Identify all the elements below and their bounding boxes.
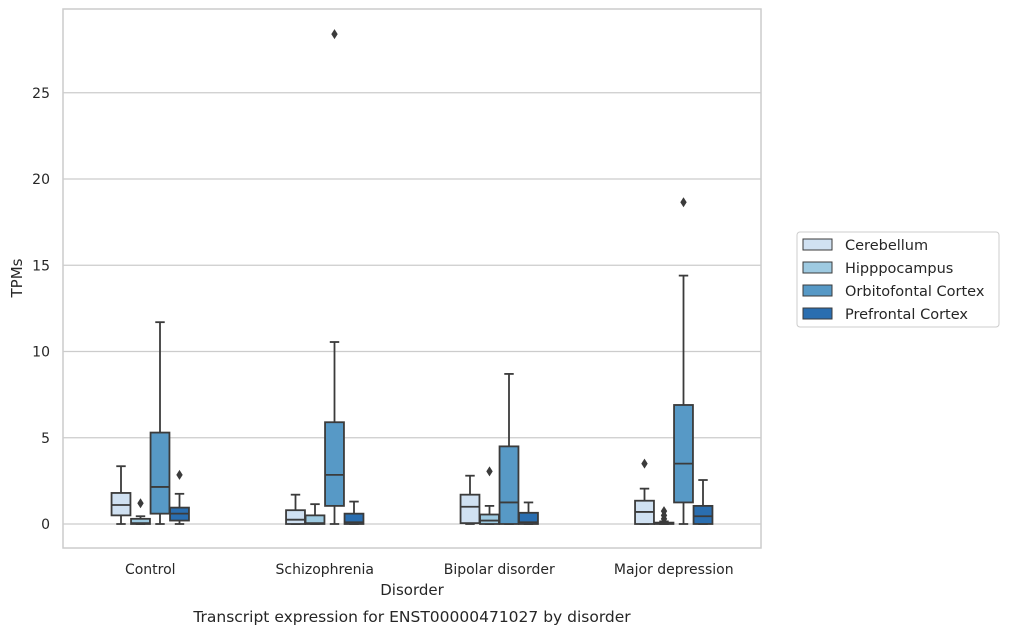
y-tick-labels: 0 5 10 15 20 25 — [32, 86, 50, 533]
box — [324, 421, 345, 507]
y-tick-label: 15 — [32, 258, 50, 274]
x-axis-label: Disorder — [380, 581, 444, 599]
y-axis-label: TPMs — [8, 258, 26, 298]
y-tick-label: 20 — [32, 172, 50, 188]
outlier-point — [660, 506, 668, 517]
box-group — [343, 500, 365, 525]
outlier-point — [176, 469, 183, 480]
box-group — [110, 465, 132, 525]
y-tick-label: 25 — [32, 86, 50, 102]
box-group — [130, 498, 151, 525]
outlier-point — [331, 29, 338, 40]
box-group — [653, 506, 675, 525]
box — [343, 512, 365, 525]
outlier-point — [641, 458, 648, 469]
box-group — [673, 197, 694, 525]
box-group — [324, 29, 345, 525]
legend-label: Prefrontal Cortex — [845, 307, 968, 323]
y-tick-label: 0 — [41, 517, 50, 533]
box — [149, 431, 171, 515]
legend-label: Cerebellum — [845, 238, 928, 254]
box-group — [692, 479, 714, 525]
box-group — [498, 373, 520, 525]
x-tick-label: Control — [125, 562, 176, 578]
box-group — [518, 501, 539, 525]
box-group — [459, 474, 481, 525]
box — [459, 493, 481, 525]
legend-swatch — [802, 284, 833, 297]
x-tick-label: Schizophrenia — [276, 562, 374, 578]
box-series — [110, 29, 714, 525]
legend-label: Orbitofontal Cortex — [845, 284, 985, 300]
x-tick-labels: Control Schizophrenia Bipolar disorder Majo… — [125, 562, 734, 578]
outlier-point — [680, 197, 687, 208]
x-tick-label: Major depression — [614, 562, 734, 578]
box — [692, 504, 714, 525]
box — [498, 445, 520, 525]
box — [479, 513, 500, 525]
legend-swatch — [802, 261, 833, 274]
chart-caption: Transcript expression for ENST0000047102… — [192, 608, 631, 626]
box-group — [479, 466, 500, 525]
y-tick-label: 10 — [32, 345, 50, 361]
legend-swatch — [802, 307, 833, 320]
box — [285, 509, 306, 525]
plot-frame — [62, 8, 762, 549]
legend: Cerebellum Hipppocampus Orbitofontal Corte… — [796, 231, 1000, 328]
legend-swatch — [802, 238, 833, 251]
box-group — [634, 458, 655, 525]
legend-frame — [796, 231, 1000, 328]
box-group — [304, 503, 326, 525]
box — [673, 404, 694, 504]
outlier-point — [137, 498, 144, 509]
y-tick-label: 5 — [41, 431, 50, 447]
box-group — [285, 493, 306, 525]
box-group — [149, 321, 171, 525]
legend-label: Hipppocampus — [845, 261, 953, 277]
box — [518, 511, 539, 525]
x-tick-label: Bipolar disorder — [444, 562, 555, 578]
box-group — [169, 469, 190, 525]
outlier-point — [486, 466, 493, 477]
